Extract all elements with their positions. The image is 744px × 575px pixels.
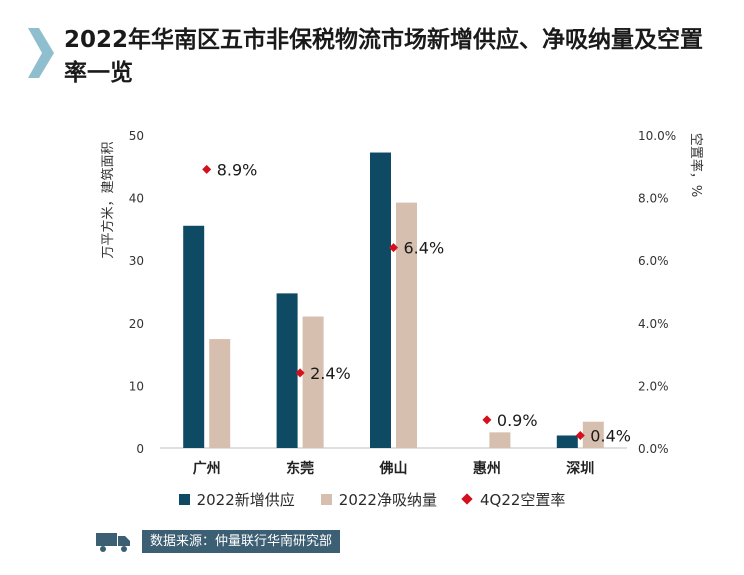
y-axis-title: 万平方米，建筑面积: [100, 141, 116, 258]
bar-absorption: [209, 339, 231, 448]
y-tick-label: 30: [129, 254, 144, 268]
legend-label-absorption: 2022净吸纳量: [338, 490, 437, 509]
legend-item-vacancy: 4Q22空置率: [461, 489, 566, 510]
bar-supply: [183, 225, 205, 448]
bar-absorption: [396, 202, 417, 448]
vacancy-marker: [295, 368, 305, 378]
vacancy-marker: [389, 243, 398, 253]
y2-tick-label: 0.0%: [638, 442, 669, 456]
legend-swatch-vacancy: [461, 493, 473, 505]
legend-label-supply: 2022新增供应: [196, 490, 295, 509]
x-tick-label: 惠州: [473, 460, 501, 477]
y2-tick-label: 8.0%: [638, 192, 669, 206]
source-block: 数据来源：仲量联行华南研究部: [96, 530, 341, 553]
bar-absorption: [489, 432, 511, 448]
legend-item-absorption: 2022净吸纳量: [320, 489, 437, 510]
chart: 0 10 20 30 40 50 0.0% 2.0% 4.0% 6.0% 8.0% 10.0% 万平方米…: [100, 129, 704, 477]
source-text: 数据来源：仲量联行华南研究部: [142, 530, 341, 553]
y-tick-label: 50: [129, 129, 144, 143]
legend-swatch-absorption: [320, 493, 332, 505]
vacancy-marker: [202, 164, 212, 174]
vacancy-marker: [575, 430, 585, 440]
vacancy-data-label: 2.4%: [310, 364, 351, 383]
x-tick-label: 东莞: [286, 460, 314, 477]
bar-supply: [370, 152, 391, 448]
bar-absorption: [302, 316, 324, 448]
bar-supply: [556, 435, 578, 448]
y2-axis-title: 空置率，%: [688, 133, 704, 197]
x-tick-label: 深圳: [566, 460, 594, 477]
vacancy-data-label: 0.9%: [497, 411, 538, 430]
x-tick-label: 佛山: [379, 460, 408, 477]
y2-tick-label: 2.0%: [638, 379, 669, 393]
y-tick-label: 40: [129, 192, 144, 206]
y-tick-label: 10: [129, 379, 144, 393]
page-title: 2022年华南区五市非保税物流市场新增供应、净吸纳量及空置率一览: [64, 27, 704, 86]
legend: 2022新增供应 2022净吸纳量 4Q22空置率: [0, 486, 744, 512]
y2-tick-label: 10.0%: [638, 129, 676, 143]
bar-supply: [276, 293, 298, 448]
bar-absorption: [582, 421, 604, 448]
chevron-icon: [28, 28, 54, 78]
y-tick-label: 20: [129, 317, 144, 331]
vacancy-data-label: 0.4%: [590, 426, 631, 445]
truck-icon: [96, 532, 130, 552]
title-block: 2022年华南区五市非保税物流市场新增供应、净吸纳量及空置率一览: [0, 22, 744, 92]
legend-label-vacancy: 4Q22空置率: [479, 490, 566, 509]
vacancy-marker: [482, 415, 492, 425]
x-tick-label: 广州: [193, 460, 221, 477]
y-tick-label: 0: [136, 442, 144, 456]
legend-item-supply: 2022新增供应: [178, 489, 295, 510]
legend-swatch-supply: [178, 493, 190, 505]
y2-tick-label: 6.0%: [638, 254, 669, 268]
vacancy-data-label: 6.4%: [404, 239, 445, 258]
y2-tick-label: 4.0%: [638, 317, 669, 331]
vacancy-data-label: 8.9%: [217, 160, 258, 179]
